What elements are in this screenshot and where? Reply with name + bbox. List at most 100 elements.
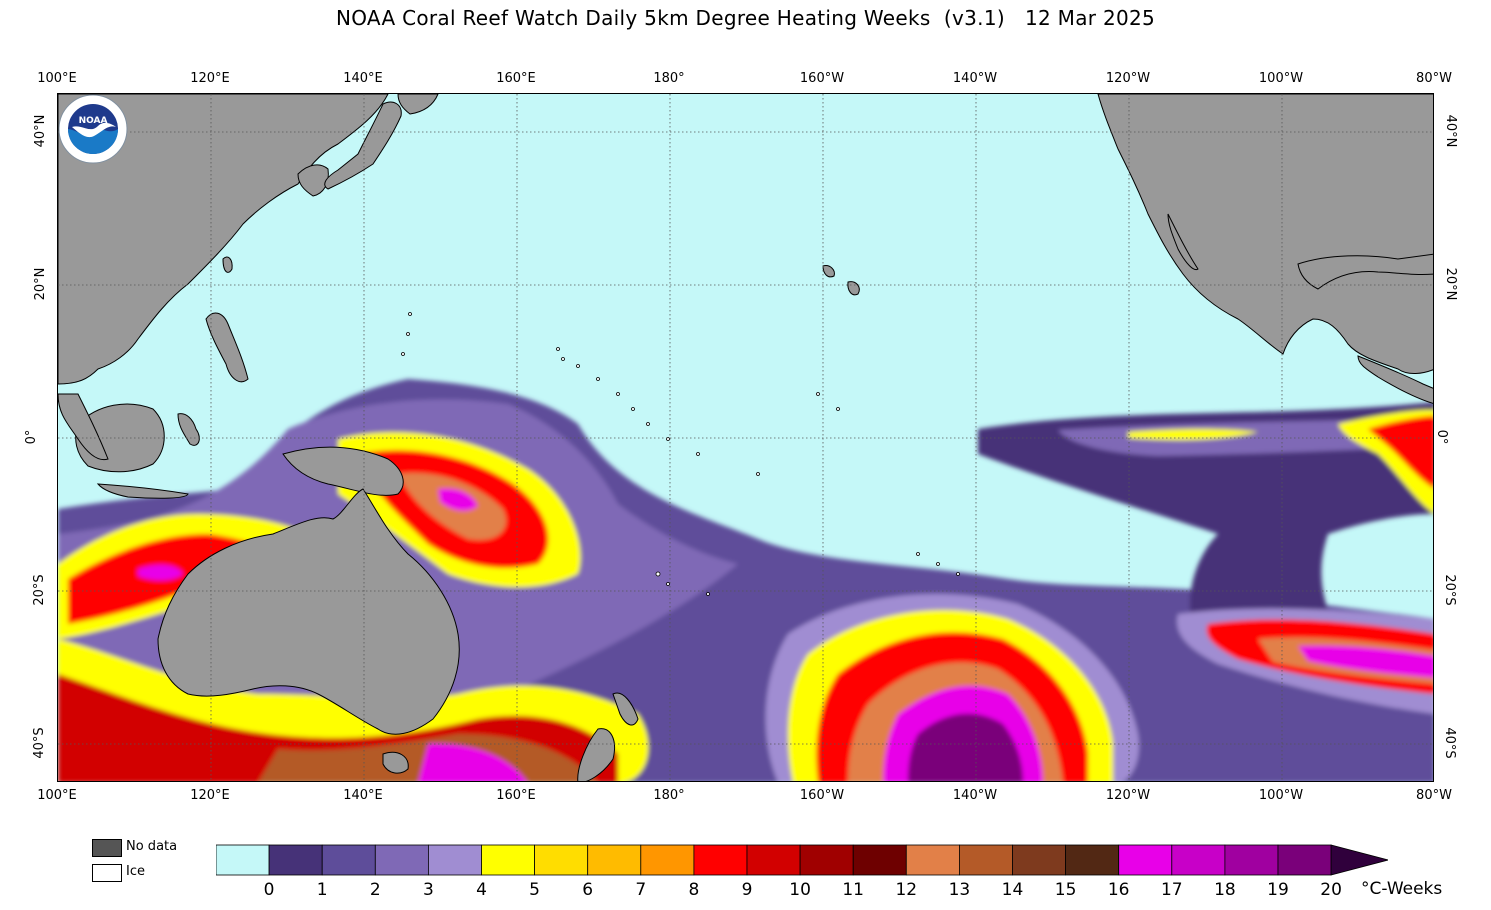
- colorbar-segment-4: [427, 844, 482, 876]
- land-new-zealand-south: [577, 728, 615, 781]
- land-korea: [297, 164, 329, 197]
- colorbar-tick-11: 11: [842, 880, 865, 900]
- land-sulawesi: [177, 413, 200, 446]
- ice-swatch: [92, 864, 122, 882]
- colorbar-unit: °C-Weeks: [1361, 879, 1443, 899]
- colorbar-tick-9: 9: [741, 880, 753, 900]
- lon-bottom-label-9: 80°W: [1416, 788, 1452, 803]
- lon-top-label-2: 140°E: [343, 71, 383, 86]
- colorbar-tick-10: 10: [789, 880, 811, 900]
- lon-bottom-label-8: 100°W: [1258, 788, 1304, 803]
- lat-left-label-3: 20°S: [32, 574, 48, 606]
- lon-bottom-label-5: 160°W: [799, 788, 845, 803]
- colorbar-tick-15: 15: [1054, 880, 1077, 900]
- colorbar-tick-12: 12: [895, 880, 918, 900]
- colorbar-tick-18: 18: [1214, 880, 1236, 900]
- land-sumatra: [58, 393, 109, 461]
- colorbar-tick-1: 1: [316, 880, 328, 900]
- dhw-ecuador-hotspot-9: [1368, 416, 1433, 488]
- colorbar-segment-19: [1224, 844, 1279, 876]
- lat-right-label-0: 40°N: [1442, 114, 1458, 148]
- colorbar-tick-8: 8: [688, 880, 700, 900]
- lon-top-label-4: 180°: [653, 71, 685, 86]
- noaa-logo-text: NOAA: [79, 116, 108, 126]
- colorbar-segment-2: [321, 844, 376, 876]
- colorbar-extend-arrow: [1330, 844, 1388, 876]
- dhw-se-pacific-17: [1298, 645, 1433, 678]
- colorbar-tick-5: 5: [529, 880, 541, 900]
- dhw-eq-tongue-core: [1058, 418, 1433, 456]
- map-canvas: [58, 94, 1433, 781]
- colorbar-tick-19: 19: [1267, 880, 1289, 900]
- lon-bottom-label-2: 140°E: [343, 788, 383, 803]
- land-central-america: [1357, 355, 1433, 404]
- dhw-coral-sea-17: [438, 488, 478, 511]
- degree-heating-weeks-map: NOAA: [57, 93, 1434, 782]
- colorbar-segment-12: [852, 844, 907, 876]
- land-hokkaido: [397, 94, 439, 115]
- colorbar-tick-4: 4: [476, 880, 487, 900]
- colorbar-segment-1: [268, 844, 323, 876]
- land-asia: [58, 94, 389, 385]
- land-australia: [157, 488, 460, 735]
- colorbar-segment-13: [905, 844, 960, 876]
- dhw-south-pacific-20: [908, 713, 1023, 781]
- colorbar-tick-13: 13: [948, 880, 971, 900]
- lat-right-label-2: 0°: [1433, 429, 1449, 445]
- ice-label: Ice: [126, 864, 145, 879]
- land-hawaii-big: [847, 281, 860, 296]
- lon-top-label-7: 120°W: [1105, 71, 1151, 86]
- colorbar-segment-5: [481, 844, 535, 876]
- land-new-zealand-north: [612, 692, 639, 726]
- lon-top-label-6: 140°W: [952, 71, 998, 86]
- land-new-guinea: [282, 446, 404, 496]
- colorbar-segment-9: [693, 844, 748, 876]
- dhw-eq-yellow: [1128, 429, 1258, 440]
- lon-bottom-label-7: 120°W: [1105, 788, 1151, 803]
- colorbar-segment-16: [1065, 844, 1120, 876]
- land-masses: [58, 94, 1433, 781]
- land-gulf-coast: [1297, 253, 1433, 290]
- lat-left-label-1: 20°N: [32, 267, 48, 301]
- colorbar-tick-20: 20: [1320, 880, 1342, 900]
- lon-top-label-3: 160°E: [496, 71, 536, 86]
- lat-right-label-4: 40°S: [1442, 727, 1458, 759]
- lat-left-label-4: 40°S: [32, 727, 48, 759]
- land-hawaii: [822, 265, 835, 278]
- lon-top-label-9: 80°W: [1416, 71, 1452, 86]
- graticule: [58, 94, 1433, 781]
- colorbar-tick-6: 6: [582, 880, 594, 900]
- colorbar-segment-11: [799, 844, 854, 876]
- colorbar-tick-7: 7: [635, 880, 647, 900]
- colorbar: [216, 844, 1388, 876]
- lat-left-label-2: 0°: [23, 429, 39, 445]
- lon-top-label-1: 120°E: [190, 71, 230, 86]
- colorbar-tick-16: 16: [1107, 880, 1130, 900]
- lat-right-label-3: 20°S: [1442, 574, 1458, 606]
- colorbar-tick-14: 14: [1001, 880, 1024, 900]
- colorbar-tick-17: 17: [1160, 880, 1183, 900]
- land-tasmania: [382, 751, 409, 774]
- colorbar-segment-6: [534, 844, 589, 876]
- dhw-nw-australia-17: [138, 564, 183, 581]
- land-philippines: [205, 312, 249, 383]
- lat-left-label-0: 40°N: [32, 114, 48, 148]
- lat-right-label-1: 20°N: [1442, 267, 1458, 301]
- colorbar-segment-7: [587, 844, 642, 876]
- colorbar-tick-0: 0: [263, 880, 275, 900]
- no-data-label: No data: [126, 839, 178, 854]
- colorbar-segment-0: [216, 844, 270, 876]
- pacific-islands: [401, 312, 960, 596]
- colorbar-tick-3: 3: [422, 880, 434, 900]
- no-data-swatch: [92, 839, 122, 857]
- colorbar-segment-18: [1171, 844, 1226, 876]
- colorbar-segment-17: [1118, 844, 1173, 876]
- lon-bottom-label-0: 100°E: [37, 788, 77, 803]
- land-japan: [324, 101, 402, 190]
- colorbar-segment-20: [1277, 844, 1332, 876]
- lon-bottom-label-4: 180°: [653, 788, 685, 803]
- colorbar-segment-15: [1012, 844, 1066, 876]
- lon-top-label-8: 100°W: [1258, 71, 1304, 86]
- map-title: NOAA Coral Reef Watch Daily 5km Degree H…: [335, 6, 1156, 30]
- colorbar-segment-3: [374, 844, 429, 876]
